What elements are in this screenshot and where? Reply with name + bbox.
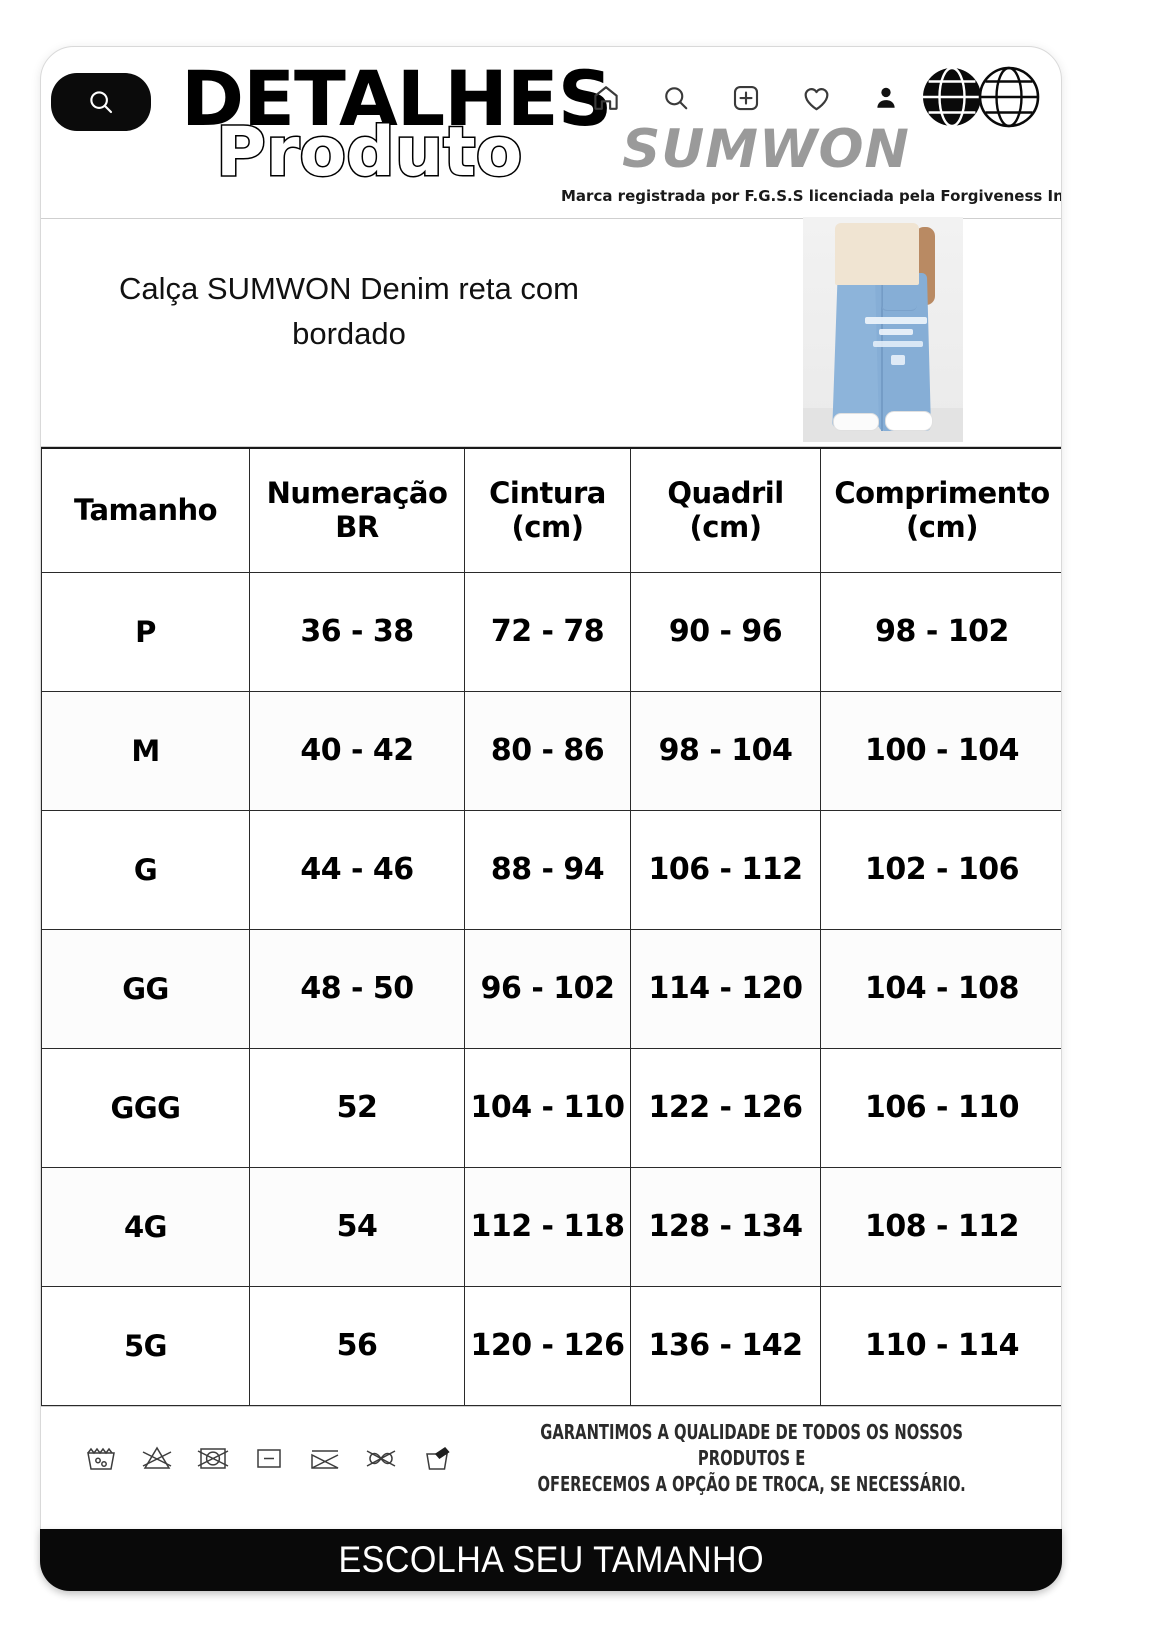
profile-icon[interactable] <box>869 81 903 115</box>
home-icon[interactable] <box>589 81 623 115</box>
cell-numeracao-br: 40 - 42 <box>249 690 465 811</box>
header-line-2: (cm) <box>906 510 978 545</box>
header-line-2: (cm) <box>511 510 584 545</box>
header-title-block: DETALHES Produto <box>161 53 612 213</box>
product-title: Calça SUMWON Denim reta com bordado <box>119 271 579 351</box>
table-row[interactable]: G 44 - 46 88 - 94 106 - 112 102 - 106 <box>41 809 1061 930</box>
cell-cintura: 80 - 86 <box>464 690 631 811</box>
hand-wash-brush-icon <box>417 1441 457 1475</box>
cell-numeracao-br: 48 - 50 <box>249 928 465 1049</box>
wash-tub-icon <box>81 1441 121 1475</box>
cell-tamanho: GGG <box>41 1047 250 1168</box>
search-button[interactable] <box>51 73 151 131</box>
cell-tamanho: M <box>41 690 250 811</box>
column-header-tamanho: Tamanho <box>41 447 250 573</box>
cell-comprimento: 108 - 112 <box>820 1166 1061 1287</box>
product-section: Calça SUMWON Denim reta com bordado <box>41 217 1061 447</box>
header-line-1: Tamanho <box>73 493 218 528</box>
cell-comprimento: 110 - 114 <box>820 1285 1061 1406</box>
cell-numeracao-br: 54 <box>249 1166 465 1287</box>
cell-tamanho: G <box>41 809 250 930</box>
cell-comprimento: 106 - 110 <box>820 1047 1061 1168</box>
cell-tamanho: 5G <box>41 1285 250 1406</box>
table-row[interactable]: GG 48 - 50 96 - 102 114 - 120 104 - 108 <box>41 928 1061 1049</box>
cell-numeracao-br: 52 <box>249 1047 465 1168</box>
add-post-icon[interactable] <box>729 81 763 115</box>
guarantee-line-1: GARANTIMOS A QUALIDADE DE TODOS OS NOSSO… <box>540 1420 963 1470</box>
column-header-comprimento: Comprimento (cm) <box>820 447 1061 573</box>
cell-cintura: 88 - 94 <box>464 809 631 930</box>
table-row[interactable]: P 36 - 38 72 - 78 90 - 96 98 - 102 <box>41 571 1061 692</box>
column-header-cintura: Cintura (cm) <box>464 447 631 573</box>
cell-comprimento: 104 - 108 <box>820 928 1061 1049</box>
page-subtitle: Produto <box>214 113 523 192</box>
table-row[interactable]: 5G 56 120 - 126 136 - 142 110 - 114 <box>41 1285 1061 1406</box>
brand-registration-note: Marca registrada por F.G.S.S licenciada … <box>561 187 1062 205</box>
search-icon <box>86 87 116 117</box>
cell-quadril: 90 - 96 <box>630 571 821 692</box>
header-line-1: Cintura <box>489 476 606 511</box>
do-not-wring-icon <box>361 1441 401 1475</box>
guarantee-line-2: OFERECEMOS A OPÇÃO DE TROCA, SE NECESSÁR… <box>537 1472 966 1496</box>
table-header-row: Tamanho Numeração BR Cintura (cm) Quadri… <box>41 447 1061 573</box>
card-footer: GARANTIMOS A QUALIDADE DE TODOS OS NOSSO… <box>41 1405 1061 1510</box>
table-row[interactable]: GGG 52 104 - 110 122 - 126 106 - 110 <box>41 1047 1061 1168</box>
header-line-1: Quadril <box>667 476 784 511</box>
cell-cintura: 96 - 102 <box>464 928 631 1049</box>
column-header-numeracao-br: Numeração BR <box>249 447 465 573</box>
cell-cintura: 72 - 78 <box>464 571 631 692</box>
globe-outline-icon <box>978 66 1040 128</box>
header-line-2: BR <box>335 510 379 545</box>
cell-comprimento: 100 - 104 <box>820 690 1061 811</box>
heart-icon[interactable] <box>799 81 833 115</box>
cell-quadril: 122 - 126 <box>630 1047 821 1168</box>
globe-filled-icon <box>923 66 981 128</box>
cell-numeracao-br: 44 - 46 <box>249 809 465 930</box>
nav-icon-row <box>589 73 1009 123</box>
cell-comprimento: 98 - 102 <box>820 571 1061 692</box>
iron-low-heat-icon <box>249 1441 289 1475</box>
cell-quadril: 136 - 142 <box>630 1285 821 1406</box>
cell-numeracao-br: 36 - 38 <box>249 571 465 692</box>
cell-quadril: 98 - 104 <box>630 690 821 811</box>
size-chart-table: Tamanho Numeração BR Cintura (cm) Quadri… <box>41 447 1061 1406</box>
cell-quadril: 106 - 112 <box>630 809 821 930</box>
cta-label: ESCOLHA SEU TAMANHO <box>338 1539 764 1580</box>
table-row[interactable]: 4G 54 112 - 118 128 - 134 108 - 112 <box>41 1166 1061 1287</box>
cell-quadril: 128 - 134 <box>630 1166 821 1287</box>
cell-tamanho: P <box>41 571 250 692</box>
do-not-bleach-icon <box>137 1441 177 1475</box>
do-not-dry-clean-icon <box>305 1441 345 1475</box>
care-instruction-icons <box>81 1441 457 1475</box>
cell-comprimento: 102 - 106 <box>820 809 1061 930</box>
cell-cintura: 120 - 126 <box>464 1285 631 1406</box>
page-title: DETALHES <box>181 54 612 143</box>
header-line-1: Comprimento <box>834 476 1050 511</box>
guarantee-text: GARANTIMOS A QUALIDADE DE TODOS OS NOSSO… <box>511 1419 1006 1497</box>
header-line-2: (cm) <box>689 510 762 545</box>
do-not-tumble-dry-icon <box>193 1441 233 1475</box>
brand-name: SUMWON <box>622 119 910 180</box>
product-detail-card: DETALHES Produto <box>40 46 1062 1591</box>
cell-tamanho: 4G <box>41 1166 250 1287</box>
choose-size-cta-bar[interactable]: ESCOLHA SEU TAMANHO <box>40 1529 1062 1591</box>
column-header-quadril: Quadril (cm) <box>630 447 821 573</box>
search-icon[interactable] <box>659 81 693 115</box>
product-photo <box>803 217 963 442</box>
globe-icon-group <box>919 65 1047 129</box>
cell-quadril: 114 - 120 <box>630 928 821 1049</box>
cell-tamanho: GG <box>41 928 250 1049</box>
card-header: DETALHES Produto <box>41 47 1061 219</box>
cell-cintura: 112 - 118 <box>464 1166 631 1287</box>
table-row[interactable]: M 40 - 42 80 - 86 98 - 104 100 - 104 <box>41 690 1061 811</box>
header-line-1: Numeração <box>266 476 448 511</box>
cell-numeracao-br: 56 <box>249 1285 465 1406</box>
cell-cintura: 104 - 110 <box>464 1047 631 1168</box>
